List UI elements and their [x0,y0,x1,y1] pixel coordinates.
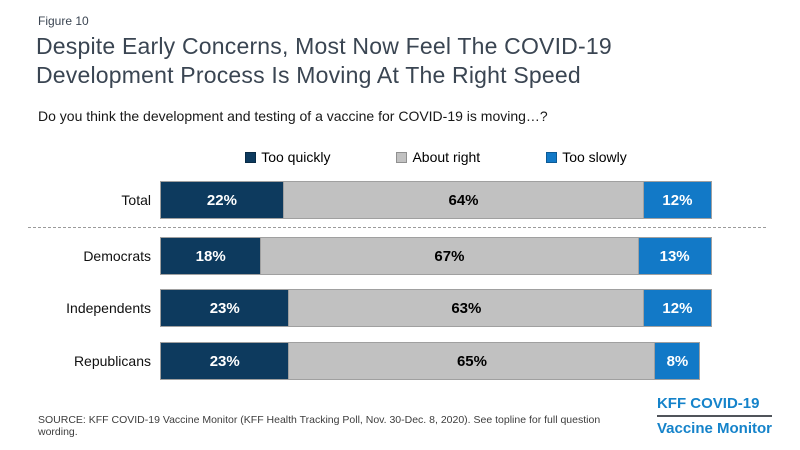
bar-track: 23% 65% 8% [160,342,723,380]
about-right-swatch [396,151,408,163]
legend-label: Too slowly [562,149,627,165]
category-label: Republicans [73,353,151,369]
figure-label: Figure 10 [38,14,89,28]
bar-segment-about-right: 65% [289,342,656,380]
bar-row: Independents 23% 63% 12% [0,289,800,327]
too-slowly-swatch [546,151,558,163]
legend-item-too-quickly: Too quickly [245,149,330,165]
bar-segment-too-slowly: 12% [644,289,712,327]
bar-track: 18% 67% 13% [160,237,723,275]
bar-segment-too-quickly: 23% [160,289,290,327]
total-separator [28,227,766,228]
legend-label: About right [412,149,481,165]
too-quickly-swatch [245,151,257,163]
chart-legend: Too quickly About right Too slowly [160,149,712,165]
legend-item-too-slowly: Too slowly [546,149,627,165]
bar-segment-too-slowly: 12% [644,181,712,219]
page-title-line-2: Development Process Is Moving At The Rig… [36,62,581,88]
bar-segment-too-slowly: 8% [655,342,701,380]
logo-line-1: KFF COVID-19 [656,395,772,417]
category-label: Total [121,192,151,208]
bar-segment-too-quickly: 23% [160,342,290,380]
source-note: SOURCE: KFF COVID-19 Vaccine Monitor (KF… [38,414,601,438]
category-label: Independents [66,300,151,316]
bar-segment-about-right: 64% [283,181,645,219]
page-title: Despite Early Concerns, Most Now Feel Th… [36,32,766,90]
bar-row: Total 22% 64% 12% [0,181,800,219]
bar-row: Republicans 23% 65% 8% [0,342,800,380]
legend-item-about-right: About right [396,149,480,165]
page-title-line-1: Despite Early Concerns, Most Now Feel Th… [36,33,612,59]
logo-line-2: Vaccine Monitor [656,420,772,437]
category-label: Democrats [83,248,151,264]
chart-rows: Total 22% 64% 12% Democrats 18% 67% 13% Independ… [0,181,800,380]
bar-segment-too-slowly: 13% [638,237,712,275]
chart-subtitle: Do you think the development and testing… [38,108,548,124]
bar-segment-about-right: 63% [289,289,645,327]
bar-segment-too-quickly: 22% [160,181,284,219]
bar-segment-too-quickly: 18% [160,237,262,275]
legend-label: Too quickly [261,149,331,165]
kff-vaccine-monitor-logo: KFF COVID-19 Vaccine Monitor [656,395,772,437]
bar-track: 22% 64% 12% [160,181,723,219]
bar-row: Democrats 18% 67% 13% [0,237,800,275]
bar-segment-about-right: 67% [261,237,639,275]
bar-track: 23% 63% 12% [160,289,723,327]
